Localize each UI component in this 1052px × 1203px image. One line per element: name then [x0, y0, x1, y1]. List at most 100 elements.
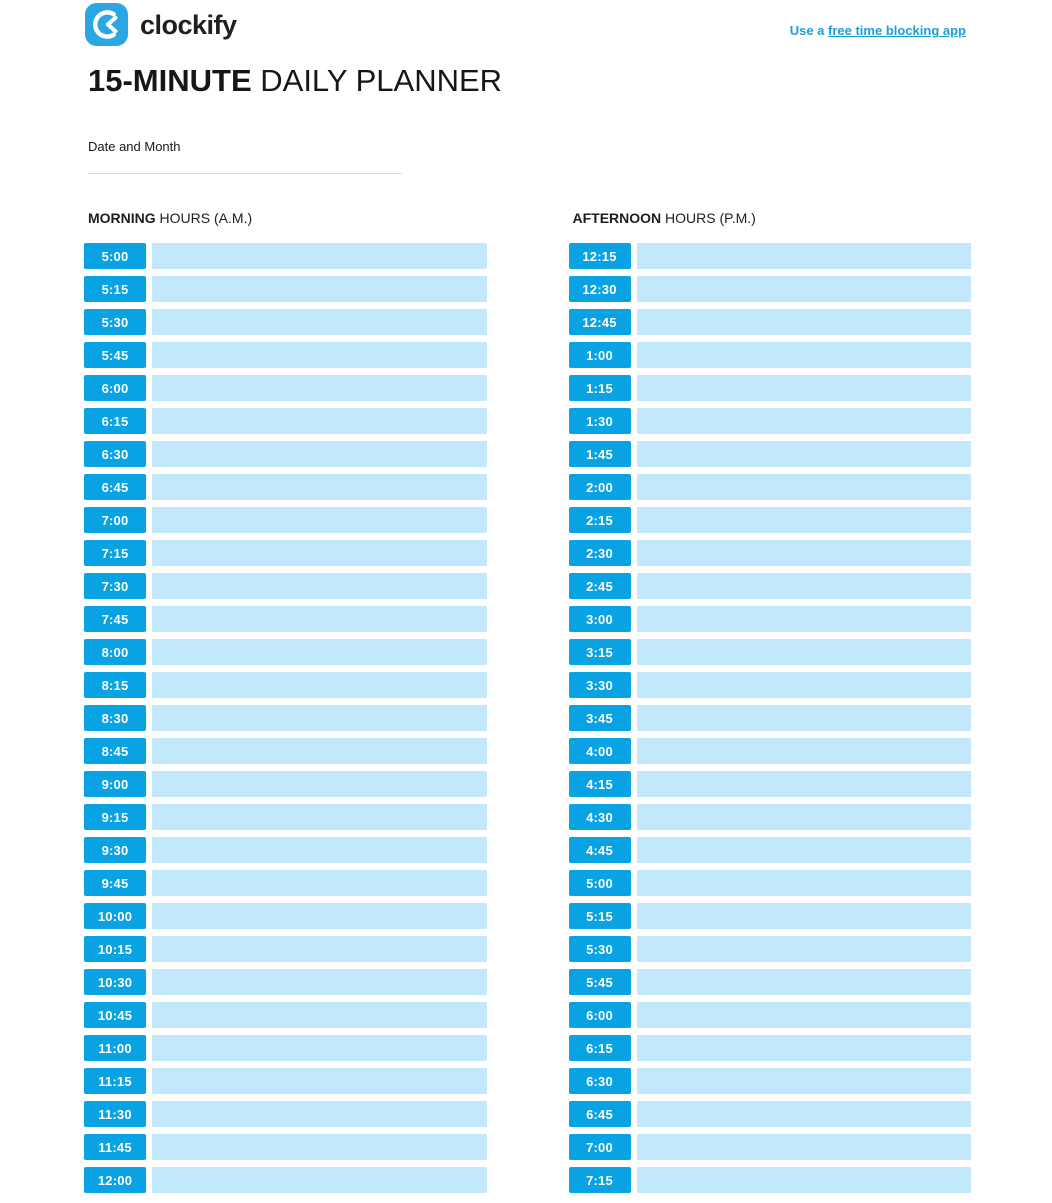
time-row: 10:30 [84, 969, 487, 995]
time-slot-field[interactable] [152, 342, 487, 368]
time-slot-field[interactable] [636, 375, 971, 401]
time-row: 4:45 [568, 837, 971, 863]
time-slot-field[interactable] [152, 540, 487, 566]
time-row: 5:15 [568, 903, 971, 929]
time-slot-field[interactable] [636, 606, 971, 632]
time-slot-field[interactable] [152, 738, 487, 764]
time-badge: 10:00 [84, 903, 146, 929]
time-slot-field[interactable] [152, 1035, 487, 1061]
time-slot-field[interactable] [152, 375, 487, 401]
time-slot-field[interactable] [636, 1035, 971, 1061]
time-slot-field[interactable] [636, 672, 971, 698]
time-slot-field[interactable] [152, 243, 487, 269]
time-badge: 1:00 [568, 342, 631, 368]
time-slot-field[interactable] [636, 243, 971, 269]
time-row: 8:45 [84, 738, 487, 764]
time-slot-field[interactable] [636, 309, 971, 335]
time-slot-field[interactable] [152, 1167, 487, 1193]
time-slot-field[interactable] [636, 1134, 971, 1160]
time-slot-field[interactable] [152, 870, 487, 896]
time-badge: 7:15 [568, 1167, 631, 1193]
time-slot-field[interactable] [636, 408, 971, 434]
time-slot-field[interactable] [636, 969, 971, 995]
time-badge: 7:00 [84, 507, 146, 533]
time-slot-field[interactable] [636, 870, 971, 896]
time-slot-field[interactable] [636, 1167, 971, 1193]
time-slot-field[interactable] [636, 474, 971, 500]
time-row: 1:30 [568, 408, 971, 434]
time-slot-field[interactable] [152, 507, 487, 533]
time-badge: 11:15 [84, 1068, 146, 1094]
time-slot-field[interactable] [152, 1068, 487, 1094]
time-row: 4:00 [568, 738, 971, 764]
time-badge: 12:00 [84, 1167, 146, 1193]
time-slot-field[interactable] [152, 408, 487, 434]
time-row: 8:00 [84, 639, 487, 665]
time-slot-field[interactable] [636, 804, 971, 830]
time-slot-field[interactable] [636, 441, 971, 467]
time-badge: 6:30 [84, 441, 146, 467]
afternoon-column: AFTERNOON HOURS (P.M.) 12:15 12:30 12:45 1:… [568, 210, 972, 1193]
time-slot-field[interactable] [152, 441, 487, 467]
time-badge: 2:30 [568, 540, 631, 566]
time-slot-field[interactable] [636, 540, 971, 566]
time-slot-field[interactable] [636, 837, 971, 863]
time-badge: 7:15 [84, 540, 146, 566]
date-and-month-input-line[interactable] [88, 173, 402, 174]
time-slot-field[interactable] [636, 639, 971, 665]
time-slot-field[interactable] [152, 573, 487, 599]
time-slot-field[interactable] [636, 1101, 971, 1127]
time-slot-field[interactable] [152, 276, 487, 302]
time-badge: 4:15 [568, 771, 631, 797]
planner-page: clockify Use a free time blocking app 15… [0, 3, 1052, 1203]
time-slot-field[interactable] [636, 507, 971, 533]
time-slot-field[interactable] [152, 309, 487, 335]
time-slot-field[interactable] [636, 771, 971, 797]
time-row: 3:15 [568, 639, 971, 665]
time-badge: 8:30 [84, 705, 146, 731]
time-row: 2:30 [568, 540, 971, 566]
time-slot-field[interactable] [152, 804, 487, 830]
time-rows: 5:00 5:15 5:30 5:45 6:00 6:15 6:30 6:45 7:00 7:15… [84, 243, 487, 1193]
time-row: 3:30 [568, 672, 971, 698]
time-slot-field[interactable] [636, 342, 971, 368]
time-slot-field[interactable] [636, 1002, 971, 1028]
time-slot-field[interactable] [152, 1101, 487, 1127]
time-badge: 6:00 [84, 375, 146, 401]
time-row: 11:45 [84, 1134, 487, 1160]
morning-heading: MORNING HOURS (A.M.) [84, 210, 487, 226]
time-slot-field[interactable] [152, 969, 487, 995]
time-slot-field[interactable] [152, 672, 487, 698]
time-row: 11:00 [84, 1035, 487, 1061]
time-badge: 5:00 [84, 243, 146, 269]
time-slot-field[interactable] [152, 1002, 487, 1028]
time-slot-field[interactable] [152, 639, 487, 665]
time-slot-field[interactable] [152, 606, 487, 632]
time-slot-field[interactable] [636, 903, 971, 929]
time-slot-field[interactable] [152, 1134, 487, 1160]
time-badge: 6:15 [84, 408, 146, 434]
afternoon-heading: AFTERNOON HOURS (P.M.) [569, 210, 972, 226]
time-slot-field[interactable] [636, 1068, 971, 1094]
time-badge: 4:45 [568, 837, 631, 863]
time-badge: 6:45 [84, 474, 146, 500]
time-row: 7:15 [84, 540, 487, 566]
time-slot-field[interactable] [152, 705, 487, 731]
time-badge: 3:30 [568, 672, 631, 698]
time-blocking-app-link[interactable]: Use a free time blocking app [790, 23, 966, 38]
planner-columns: MORNING HOURS (A.M.) 5:00 5:15 5:30 5:45 6:0… [84, 210, 971, 1193]
time-slot-field[interactable] [636, 573, 971, 599]
time-slot-field[interactable] [152, 936, 487, 962]
time-slot-field[interactable] [636, 705, 971, 731]
time-badge: 10:30 [84, 969, 146, 995]
time-row: 5:00 [568, 870, 971, 896]
time-row: 7:00 [568, 1134, 971, 1160]
time-slot-field[interactable] [636, 936, 971, 962]
time-badge: 5:30 [568, 936, 631, 962]
time-slot-field[interactable] [636, 276, 971, 302]
time-slot-field[interactable] [636, 738, 971, 764]
time-slot-field[interactable] [152, 837, 487, 863]
time-slot-field[interactable] [152, 771, 487, 797]
time-slot-field[interactable] [152, 474, 487, 500]
time-slot-field[interactable] [152, 903, 487, 929]
